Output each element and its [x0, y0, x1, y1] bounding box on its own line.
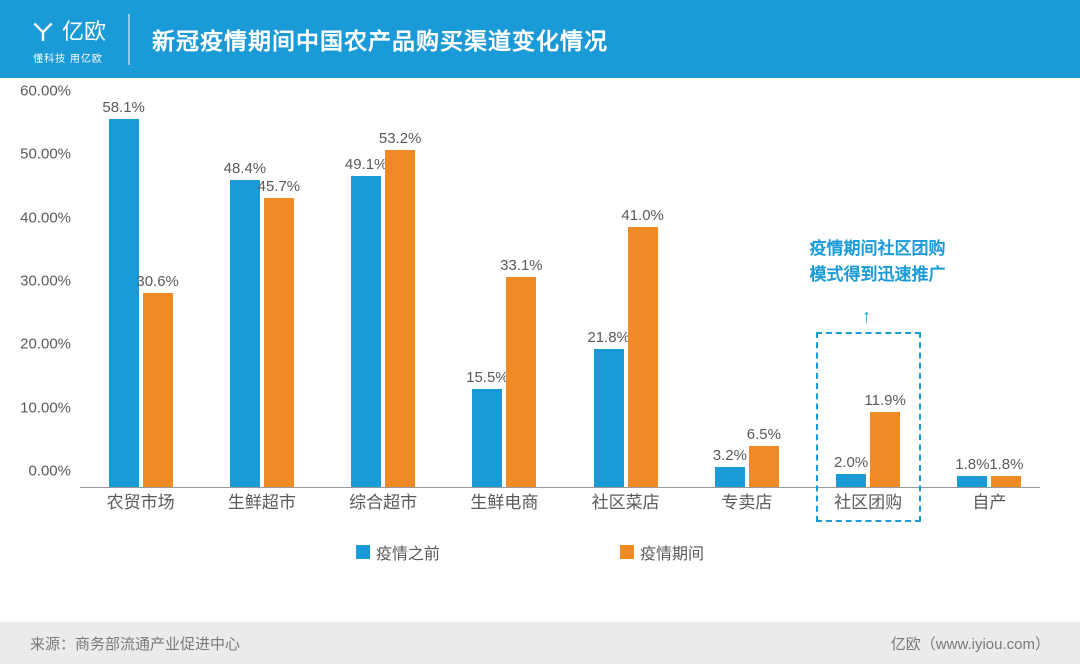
legend: 疫情之前 疫情期间 — [10, 540, 1050, 564]
brand-text: 亿欧（www.iyiou.com） — [891, 633, 1050, 654]
logo-subtitle: 懂科技 用亿欧 — [33, 50, 103, 65]
bar-value-label: 45.7% — [258, 178, 301, 195]
bar-value-label: 21.8% — [587, 329, 630, 346]
y-tick: 30.00% — [20, 273, 71, 290]
bar: 21.8% — [594, 349, 624, 487]
x-axis: 农贸市场 生鲜超市 综合超市 生鲜电商 社区菜店 专卖店 社区团购 自产 — [80, 488, 1040, 518]
x-label: 综合超市 — [349, 488, 417, 513]
bar-group: 48.4%45.7% — [230, 180, 294, 487]
legend-swatch — [620, 545, 634, 559]
footer: 来源：商务部流通产业促进中心 亿欧（www.iyiou.com） — [0, 622, 1080, 664]
legend-item-during: 疫情期间 — [620, 540, 704, 564]
bar: 1.8% — [957, 476, 987, 487]
x-label: 生鲜超市 — [228, 488, 296, 513]
arrow-up-icon: ↑ — [862, 306, 871, 327]
chart-area: 0.00% 10.00% 20.00% 30.00% 40.00% 50.00% 60.00… — [0, 78, 1080, 578]
bar: 41.0% — [628, 227, 658, 487]
header: 亿欧 懂科技 用亿欧 新冠疫情期间中国农产品购买渠道变化情况 — [0, 0, 1080, 78]
bar: 49.1% — [351, 176, 381, 487]
bar-group: 58.1%30.6% — [109, 119, 173, 487]
bar: 6.5% — [749, 446, 779, 487]
bar-group: 1.8% 1.8% — [957, 476, 1021, 487]
source-text: 来源：商务部流通产业促进中心 — [30, 633, 240, 654]
bar-value-label: 33.1% — [500, 257, 543, 274]
y-tick: 40.00% — [20, 209, 71, 226]
logo-text: 亿欧 — [62, 14, 106, 46]
bar-value-label: 1.8% — [989, 456, 1023, 473]
chart-inner: 0.00%10.00%20.00%30.00%40.00%50.00%60.00… — [80, 108, 1040, 538]
bar: 3.2% — [715, 467, 745, 487]
legend-item-before: 疫情之前 — [356, 540, 440, 564]
bar-value-label: 3.2% — [713, 447, 747, 464]
bar: 30.6% — [143, 293, 173, 487]
bar: 33.1% — [506, 277, 536, 487]
chart-plot: 58.1%30.6%48.4%45.7%49.1%53.2%15.5%33.1%… — [80, 108, 1040, 488]
y-tick: 10.00% — [20, 399, 71, 416]
bar: 15.5% — [472, 389, 502, 487]
bar-value-label: 53.2% — [379, 130, 422, 147]
page-title: 新冠疫情期间中国农产品购买渠道变化情况 — [152, 22, 608, 56]
bar: 53.2% — [385, 150, 415, 487]
legend-label: 疫情之前 — [376, 540, 440, 564]
y-tick: 20.00% — [20, 336, 71, 353]
x-label: 自产 — [972, 488, 1006, 513]
x-label: 专卖店 — [721, 488, 772, 513]
x-label: 生鲜电商 — [470, 488, 538, 513]
bar-value-label: 41.0% — [621, 207, 664, 224]
logo-area: 亿欧 懂科技 用亿欧 — [30, 14, 130, 65]
bar-value-label: 30.6% — [136, 273, 179, 290]
bar-group: 21.8%41.0% — [594, 227, 658, 487]
bar-value-label: 1.8% — [955, 456, 989, 473]
y-tick: 0.00% — [28, 463, 71, 480]
bar-group: 15.5%33.1% — [472, 277, 536, 487]
bar-value-label: 6.5% — [747, 426, 781, 443]
legend-label: 疫情期间 — [640, 540, 704, 564]
x-label: 农贸市场 — [107, 488, 175, 513]
bar-value-label: 49.1% — [345, 156, 388, 173]
x-label: 社区团购 — [834, 488, 902, 513]
bar-value-label: 48.4% — [224, 160, 267, 177]
y-tick: 50.00% — [20, 146, 71, 163]
bar-group: 3.2%6.5% — [715, 446, 779, 487]
annotation-text: 疫情期间社区团购模式得到迅速推广 — [810, 236, 946, 287]
x-label: 社区菜店 — [592, 488, 660, 513]
y-tick: 60.00% — [20, 83, 71, 100]
bar-value-label: 15.5% — [466, 369, 509, 386]
y-axis: 0.00%10.00%20.00%30.00%40.00%50.00%60.00… — [10, 108, 75, 488]
bar: 48.4% — [230, 180, 260, 487]
bar: 1.8% — [991, 476, 1021, 487]
bar: 45.7% — [264, 198, 294, 487]
bar-group: 49.1%53.2% — [351, 150, 415, 487]
logo-icon — [30, 17, 56, 43]
bar-value-label: 58.1% — [102, 99, 145, 116]
bar: 58.1% — [109, 119, 139, 487]
legend-swatch — [356, 545, 370, 559]
